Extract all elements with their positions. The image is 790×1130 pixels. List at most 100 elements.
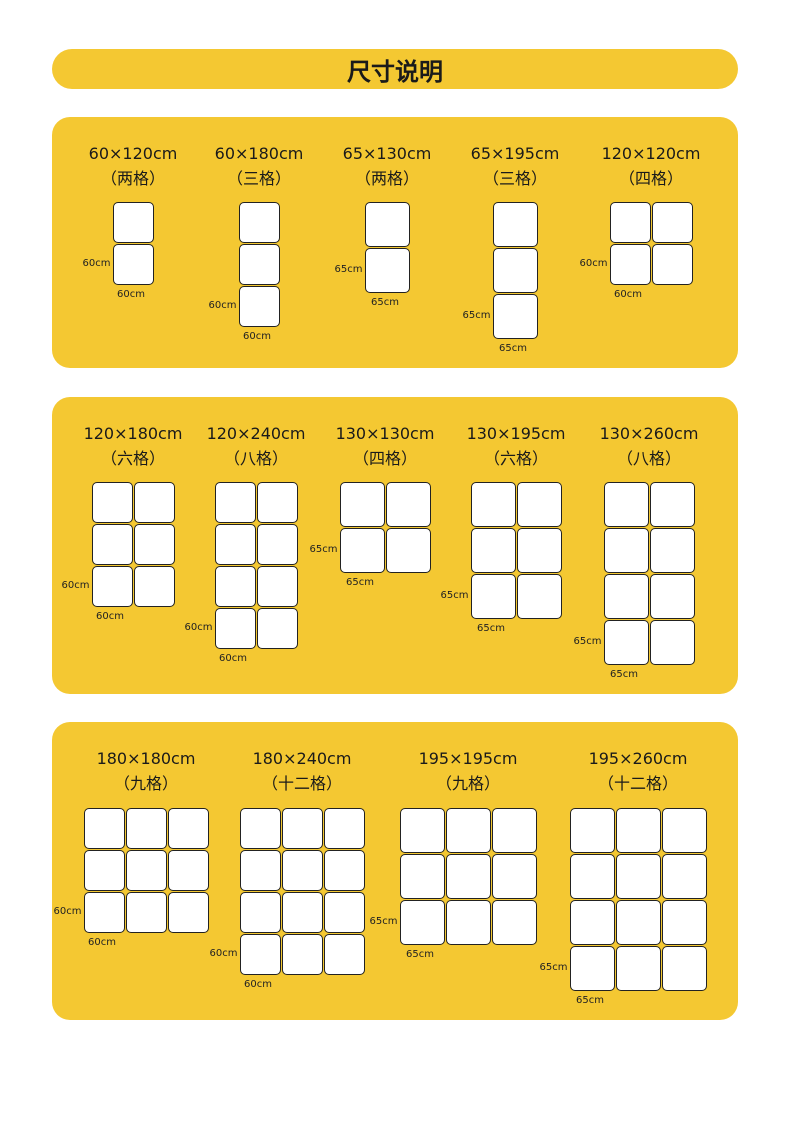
- tile: [470, 574, 516, 619]
- tile-height-label: 65cm: [369, 915, 398, 927]
- tile: [470, 482, 516, 527]
- tile-width-label: 65cm: [477, 623, 505, 634]
- size-label: 195×195cm: [418, 749, 518, 768]
- tile: [385, 482, 431, 527]
- size-label: 120×120cm: [601, 144, 701, 163]
- tile: [516, 482, 562, 527]
- tile: [492, 294, 538, 339]
- tile-layout: [399, 808, 537, 945]
- tile: [238, 286, 280, 327]
- tile-width-label: 60cm: [96, 611, 124, 622]
- tile-count-label: （十二格）: [597, 774, 678, 793]
- tile-layout: [91, 482, 175, 607]
- tile-layout: [238, 202, 280, 327]
- tile-count-label: （六格）: [483, 449, 548, 468]
- tile: [83, 808, 125, 849]
- tile-layout: [603, 482, 695, 665]
- tile: [399, 854, 445, 899]
- tile-count-label: （两格）: [354, 169, 419, 188]
- tile: [323, 934, 365, 975]
- tile: [214, 482, 256, 523]
- tile: [167, 808, 209, 849]
- tile: [214, 566, 256, 607]
- tile-layout: [214, 482, 298, 649]
- tile: [239, 934, 281, 975]
- size-label: 60×180cm: [214, 144, 304, 163]
- size-label: 65×195cm: [470, 144, 560, 163]
- tile: [83, 850, 125, 891]
- tile: [112, 244, 154, 285]
- tile: [399, 808, 445, 853]
- tile: [214, 608, 256, 649]
- tile: [615, 854, 661, 899]
- tile: [256, 482, 298, 523]
- size-label: 130×195cm: [466, 424, 566, 443]
- tile-width-label: 65cm: [499, 343, 527, 354]
- tile-height-label: 65cm: [309, 543, 338, 555]
- tile-height-label: 65cm: [573, 635, 602, 647]
- tile-width-label: 65cm: [610, 669, 638, 680]
- tile: [112, 202, 154, 243]
- size-panel: 180×180cm （九格） 60cm 60cm 180×240cm （十二格） 60cm 6…: [52, 722, 738, 1020]
- tile-count-label: （三格）: [482, 169, 547, 188]
- tile-count-label: （三格）: [226, 169, 291, 188]
- tile: [399, 900, 445, 945]
- tile: [491, 808, 537, 853]
- tile: [125, 850, 167, 891]
- tile-height-label: 60cm: [208, 299, 237, 311]
- size-label: 65×130cm: [342, 144, 432, 163]
- tile: [91, 566, 133, 607]
- tile-count-label: （四格）: [618, 169, 683, 188]
- tile-count-label: （八格）: [223, 449, 288, 468]
- tile: [256, 566, 298, 607]
- size-label: 130×260cm: [599, 424, 699, 443]
- tile: [281, 892, 323, 933]
- tile-width-label: 65cm: [346, 577, 374, 588]
- size-label: 120×180cm: [83, 424, 183, 443]
- tile-count-label: （九格）: [435, 774, 500, 793]
- size-label: 195×260cm: [588, 749, 688, 768]
- tile: [615, 946, 661, 991]
- tile: [649, 620, 695, 665]
- tile: [445, 900, 491, 945]
- tile-height-label: 65cm: [539, 961, 568, 973]
- tile: [239, 808, 281, 849]
- tile-count-label: （两格）: [100, 169, 165, 188]
- tile: [661, 854, 707, 899]
- tile: [492, 248, 538, 293]
- tile: [649, 482, 695, 527]
- tile: [569, 900, 615, 945]
- tile: [615, 808, 661, 853]
- tile: [167, 850, 209, 891]
- tile-width-label: 60cm: [243, 331, 271, 342]
- tile-width-label: 60cm: [117, 289, 145, 300]
- tile-layout: [609, 202, 693, 285]
- tile: [281, 934, 323, 975]
- tile-layout: [569, 808, 707, 991]
- tile: [385, 528, 431, 573]
- tile-height-label: 60cm: [184, 621, 213, 633]
- tile-layout: [492, 202, 538, 339]
- tile-height-label: 60cm: [61, 579, 90, 591]
- tile-height-label: 60cm: [209, 947, 238, 959]
- tile-width-label: 60cm: [88, 937, 116, 948]
- tile: [238, 244, 280, 285]
- tile: [339, 528, 385, 573]
- tile: [339, 482, 385, 527]
- tile: [649, 574, 695, 619]
- tile-layout: [339, 482, 431, 573]
- tile: [133, 566, 175, 607]
- tile: [91, 524, 133, 565]
- tile-layout: [470, 482, 562, 619]
- tile: [364, 248, 410, 293]
- tile: [91, 482, 133, 523]
- tile-count-label: （六格）: [100, 449, 165, 468]
- tile: [651, 244, 693, 285]
- tile-width-label: 65cm: [576, 995, 604, 1006]
- tile-layout: [364, 202, 410, 293]
- tile-count-label: （四格）: [352, 449, 417, 468]
- tile: [661, 900, 707, 945]
- tile-width-label: 60cm: [614, 289, 642, 300]
- tile: [323, 850, 365, 891]
- tile: [603, 620, 649, 665]
